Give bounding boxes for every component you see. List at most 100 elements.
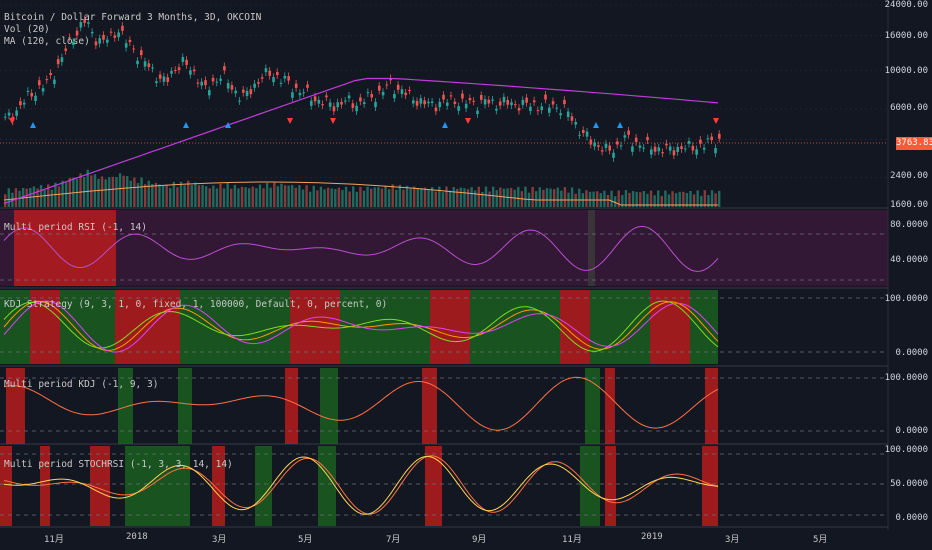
price-candle	[589, 139, 593, 145]
volume-bar	[621, 195, 624, 207]
price-candle	[570, 116, 574, 121]
stochrsi-zone	[40, 446, 50, 526]
symbol-title[interactable]: Bitcoin / Dollar Forward 3 Months, 3D, O…	[4, 12, 262, 23]
price-candle	[634, 137, 638, 142]
volume-bar	[352, 186, 355, 207]
chart-legend[interactable]: Bitcoin / Dollar Forward 3 Months, 3D, O…	[4, 12, 261, 48]
volume-bar	[344, 186, 348, 207]
price-candle	[90, 31, 94, 34]
kdj-zone	[422, 368, 437, 444]
rsi-panel-label[interactable]: Multi period RSI (-1, 14)	[4, 222, 147, 233]
volume-bar	[703, 190, 707, 207]
price-candle	[555, 107, 559, 109]
volume-bar	[578, 188, 581, 207]
volume-bar	[535, 191, 538, 207]
kdj-strategy-tick-high: 100.0000	[884, 294, 928, 304]
volume-bar	[438, 186, 441, 207]
volume-bar	[151, 184, 154, 207]
stochrsi-panel-label[interactable]: Multi period STOCHRSI (-1, 3, 3, 14, 14)	[4, 459, 233, 470]
price-candle	[551, 101, 555, 105]
price-candle	[306, 84, 309, 88]
price-candle	[434, 107, 438, 112]
price-candle	[287, 76, 290, 81]
price-candle	[699, 139, 702, 144]
price-candle	[200, 81, 204, 86]
volume-bar	[657, 190, 660, 207]
stochrsi-zone	[212, 446, 225, 526]
kdj-zone	[320, 368, 338, 444]
volume-bar	[334, 189, 337, 207]
volume-bar	[258, 184, 262, 207]
volume-bar	[491, 186, 495, 207]
price-candle	[313, 96, 317, 102]
volume-bar	[617, 190, 620, 207]
volume-bar	[610, 190, 613, 207]
volume-bar	[14, 188, 18, 207]
volume-bar	[649, 190, 653, 207]
volume-bar	[158, 184, 161, 207]
kdj-line	[3, 376, 719, 431]
volume-bar	[215, 188, 219, 207]
price-candle	[710, 136, 714, 141]
price-candle	[427, 101, 430, 104]
volume-bar	[273, 182, 276, 207]
kdj-d-line	[3, 300, 719, 352]
volume-bar	[86, 169, 89, 207]
volume-bar	[201, 184, 204, 207]
ma-legend[interactable]: MA (120, close)	[4, 36, 90, 47]
volume-bar	[671, 191, 674, 207]
price-candle	[298, 93, 302, 96]
volume-bar	[563, 187, 567, 207]
price-candle	[415, 101, 419, 106]
volume-bar	[613, 196, 617, 207]
kdj-strategy-panel-label[interactable]: KDJ Strategy (9, 3, 1, 0, fixed, 1, 1000…	[4, 299, 388, 310]
price-candle	[461, 93, 464, 99]
price-candle	[264, 68, 268, 73]
volume-bar	[430, 187, 434, 207]
volume-bar	[244, 187, 247, 207]
volume-bar	[129, 180, 132, 207]
volume-bar	[384, 185, 387, 207]
volume-bar	[718, 190, 721, 207]
price-candle	[56, 59, 60, 65]
price-candle	[529, 106, 532, 111]
volume-bar	[409, 188, 412, 207]
volume-legend[interactable]: Vol (20)	[4, 24, 50, 35]
sell-arrow	[287, 118, 293, 124]
volume-bar	[377, 187, 380, 207]
price-candle	[502, 96, 506, 103]
price-candle	[140, 50, 143, 56]
sell-arrow	[465, 118, 471, 124]
volume-bar	[341, 190, 344, 207]
volume-bar	[596, 191, 599, 207]
volume-bar	[169, 188, 172, 207]
volume-bar	[287, 185, 290, 207]
x-tick-label: 11月	[44, 535, 64, 545]
price-candle	[718, 133, 721, 139]
price-candle	[204, 80, 207, 86]
price-candle	[328, 102, 332, 107]
kdj-panel-label[interactable]: Multi period KDJ (-1, 9, 3)	[4, 379, 159, 390]
price-candle	[623, 135, 627, 138]
price-candle	[192, 69, 196, 72]
price-candle	[525, 97, 528, 103]
price-candle	[468, 98, 472, 101]
price-candle	[351, 103, 355, 108]
volume-bar	[97, 178, 100, 207]
price-candle	[223, 66, 226, 71]
volume-bar	[420, 188, 423, 207]
volume-bar	[635, 191, 638, 207]
price-candle	[230, 85, 234, 90]
volume-bar	[305, 185, 308, 207]
volume-bar	[197, 185, 201, 207]
price-candle	[631, 146, 634, 152]
volume-bar	[416, 188, 420, 207]
volume-bar	[700, 195, 703, 207]
volume-bar	[140, 177, 143, 207]
volume-bar	[463, 188, 466, 207]
volume-bar	[456, 188, 459, 207]
volume-bar	[560, 190, 563, 207]
volume-bar	[499, 187, 502, 207]
volume-bar	[172, 181, 176, 207]
volume-bar	[262, 188, 265, 207]
